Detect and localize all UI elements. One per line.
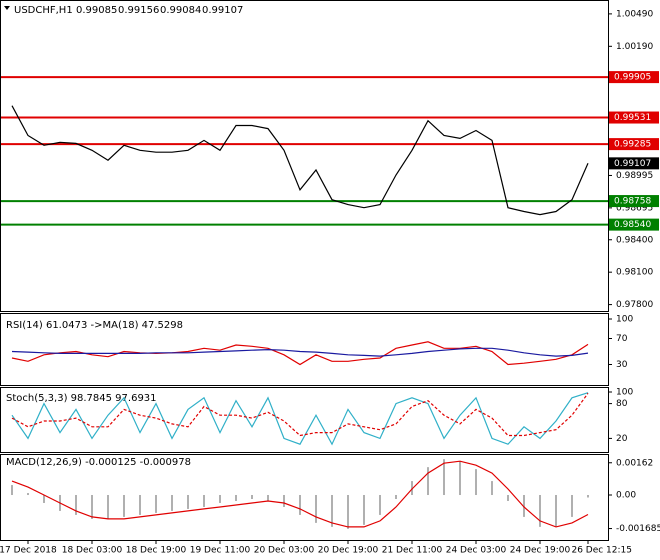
x-tick-label: 21 Dec 11:00 [382,546,443,556]
y-tick-label: 1.00190 [616,42,653,52]
macd-bar [91,495,93,519]
x-tick-label: 19 Dec 11:00 [190,546,251,556]
x-tick-label: 26 Dec 12:15 [571,546,632,556]
ohlc-value: 0.99085 [76,5,117,16]
series-line [11,460,589,528]
series-line [11,347,589,357]
macd-bar [507,495,509,501]
ohlc-value: 0.99084 [160,5,201,16]
macd-bar [363,495,365,525]
macd-bar [75,495,77,515]
symbol-arrow [4,6,10,10]
x-tick-label: 18 Dec 19:00 [126,546,187,556]
level-label: 0.98540 [614,220,651,230]
y-tick-label: 0.98695 [616,203,653,213]
level-label: 0.99905 [614,73,651,83]
y-tick-label: 0.97800 [616,300,653,310]
panel-title: RSI(14) 61.0473 ->MA(18) 47.5298 [6,320,183,331]
macd-bar [347,495,349,529]
macd-bar [395,495,397,499]
ohlc-value: 0.99107 [202,5,243,16]
macd-bar [427,467,429,496]
macd-bar [555,495,557,527]
macd-bar [251,495,253,499]
level-tag [609,218,659,231]
panel-title: USDCHF,H1 [14,5,73,16]
y-tick-label: 0.98100 [616,268,653,278]
macd-bar [107,495,109,519]
series-line [11,392,589,437]
y-tick-label: -0.001685 [616,524,660,534]
y-tick-label: 20 [616,434,628,444]
series-line [11,392,589,446]
y-tick-label: 70 [616,334,628,344]
level-label: 0.99285 [614,140,651,150]
macd-bar [443,459,445,496]
level-tag [609,111,659,124]
macd-bar [235,495,237,501]
level-label: 0.98758 [614,197,651,207]
last-price-tag [609,157,659,170]
x-tick-label: 20 Dec 19:00 [318,546,379,556]
macd-bar [491,481,493,496]
series-line [11,105,589,216]
y-tick-label: 30 [616,360,628,370]
level-tag [609,195,659,208]
panel-title: MACD(12,26,9) -0.000125 -0.000978 [6,457,191,468]
x-tick-label: 20 Dec 03:00 [254,546,315,556]
y-tick-label: 100 [616,315,633,325]
y-tick-label: 0.00162 [616,458,653,468]
macd-bar [27,493,29,496]
macd-bar [379,495,381,515]
y-tick-label: 0.00 [616,491,636,501]
ohlc-value: 0.99156 [118,5,159,16]
macd-bar [267,495,269,501]
macd-bar [571,495,573,517]
macd-bar [155,495,157,513]
macd-bar [139,495,141,515]
macd-bar [219,495,221,503]
stoch-panel [0,387,609,453]
y-tick-label: 0.98400 [616,235,653,245]
macd-bar [523,495,525,517]
macd-bar [411,481,413,496]
macd-bar [187,495,189,509]
macd-bar [587,495,589,498]
last-price-label: 0.99107 [614,159,651,169]
macd-bar [203,495,205,507]
panel-title: Stoch(5,3,3) 98.7845 97.6931 [6,393,157,404]
macd-bar [171,495,173,511]
macd-bar [539,495,541,527]
main-panel [0,0,609,312]
x-tick-label: 17 Dec 2018 [0,546,57,556]
level-label: 0.99531 [614,113,651,123]
y-tick-label: 80 [616,399,628,409]
macd-bar [11,485,13,496]
series-line [11,341,589,366]
x-tick-label: 24 Dec 19:00 [510,546,571,556]
macd-bar [475,469,477,496]
macd-bar [283,495,285,507]
x-tick-label: 24 Dec 03:00 [446,546,507,556]
y-tick-label: 100 [616,388,633,398]
level-tag [609,138,659,151]
y-tick-label: 0.98995 [616,171,653,181]
macd-bar [123,495,125,517]
x-tick-label: 18 Dec 03:00 [62,546,123,556]
macd-bar [43,495,45,503]
macd-bar [299,495,301,515]
y-tick-label: 1.00490 [616,9,653,19]
macd-bar [459,461,461,496]
macd-bar [331,495,333,527]
level-tag [609,71,659,84]
macd-bar [315,495,317,523]
